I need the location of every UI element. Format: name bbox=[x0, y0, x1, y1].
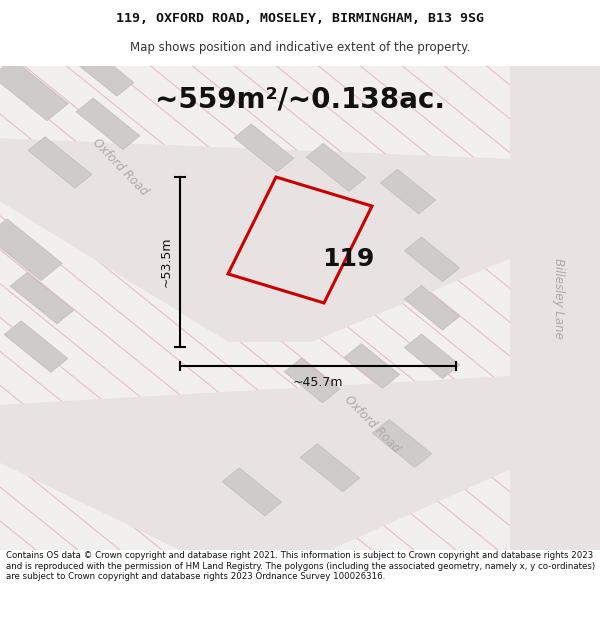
Polygon shape bbox=[0, 219, 62, 281]
Text: Contains OS data © Crown copyright and database right 2021. This information is : Contains OS data © Crown copyright and d… bbox=[6, 551, 595, 581]
Polygon shape bbox=[404, 237, 460, 282]
Polygon shape bbox=[0, 138, 600, 342]
Polygon shape bbox=[510, 66, 600, 550]
Polygon shape bbox=[404, 286, 460, 330]
Polygon shape bbox=[10, 272, 74, 324]
Text: Billesley Lane: Billesley Lane bbox=[551, 258, 565, 339]
Polygon shape bbox=[284, 358, 340, 402]
Polygon shape bbox=[76, 98, 140, 149]
Text: 119, OXFORD ROAD, MOSELEY, BIRMINGHAM, B13 9SG: 119, OXFORD ROAD, MOSELEY, BIRMINGHAM, B… bbox=[116, 12, 484, 25]
Polygon shape bbox=[301, 444, 359, 492]
Text: ~53.5m: ~53.5m bbox=[160, 236, 173, 287]
Text: ~559m²/~0.138ac.: ~559m²/~0.138ac. bbox=[155, 85, 445, 113]
Polygon shape bbox=[380, 169, 436, 214]
Text: Oxford Road: Oxford Road bbox=[341, 393, 403, 455]
Polygon shape bbox=[404, 334, 460, 379]
Polygon shape bbox=[235, 124, 293, 172]
Polygon shape bbox=[373, 419, 431, 468]
Polygon shape bbox=[4, 321, 68, 372]
Polygon shape bbox=[0, 371, 600, 550]
Polygon shape bbox=[28, 137, 92, 188]
Polygon shape bbox=[223, 468, 281, 516]
Text: Oxford Road: Oxford Road bbox=[89, 136, 151, 198]
Polygon shape bbox=[0, 59, 68, 121]
Text: 119: 119 bbox=[322, 248, 374, 271]
Text: Map shows position and indicative extent of the property.: Map shows position and indicative extent… bbox=[130, 41, 470, 54]
Text: ~45.7m: ~45.7m bbox=[293, 376, 343, 389]
Polygon shape bbox=[70, 45, 134, 96]
Polygon shape bbox=[307, 143, 365, 191]
Polygon shape bbox=[344, 344, 400, 388]
